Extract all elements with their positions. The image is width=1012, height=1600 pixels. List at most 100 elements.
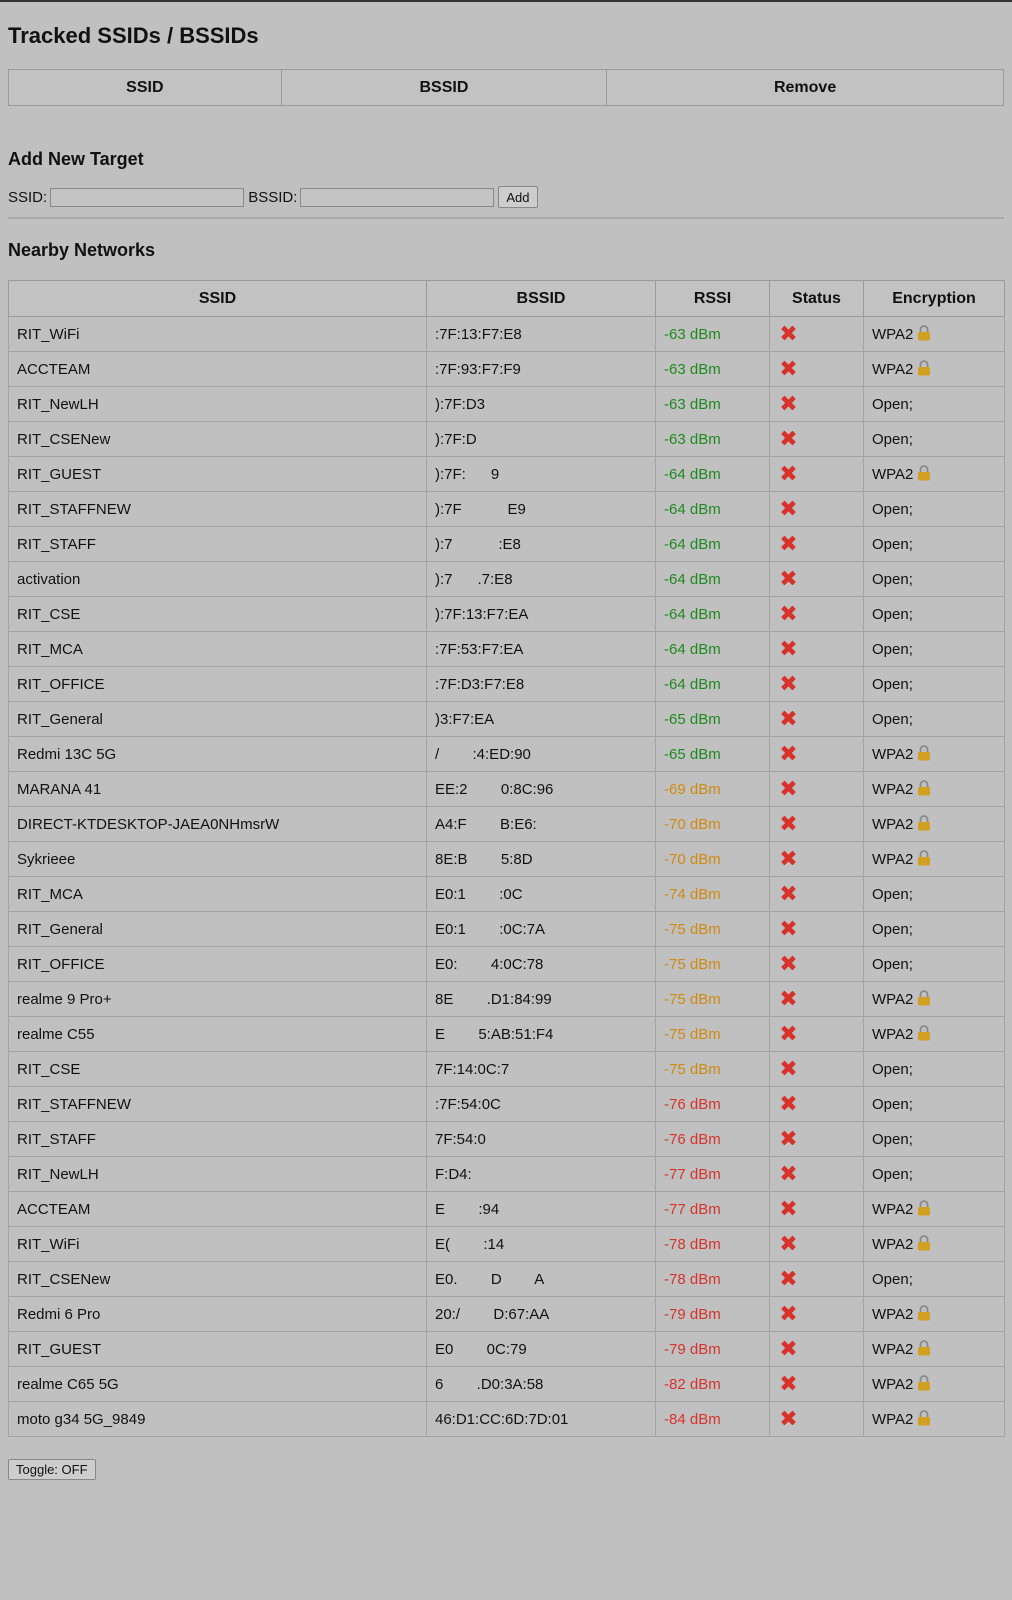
network-ssid: RIT_MCA — [8, 876, 427, 912]
close-x-icon: ✖ — [779, 321, 798, 346]
network-ssid: RIT_WiFi — [8, 1226, 427, 1262]
network-row: RIT_CSENew):7F:D -63 dBm ✖ Open; — [8, 421, 1005, 457]
network-ssid: Redmi 6 Pro — [8, 1296, 427, 1332]
network-encryption: Open; — [863, 1156, 1005, 1192]
network-encryption: WPA2 — [863, 1331, 1005, 1367]
network-row: RIT_WiFi:7F:13:F7:E8 -63 dBm ✖ WPA2 — [8, 316, 1005, 352]
encryption-label: Open; — [872, 710, 913, 728]
encryption-label: WPA2 — [872, 1306, 914, 1323]
encryption-label: WPA2 — [872, 781, 914, 798]
network-status: ✖ — [769, 1156, 864, 1192]
close-x-icon: ✖ — [779, 461, 798, 486]
network-status: ✖ — [769, 771, 864, 807]
tracked-header-bssid: BSSID — [280, 69, 608, 106]
network-encryption: Open; — [863, 631, 1005, 667]
encryption-label: WPA2 — [872, 1376, 914, 1393]
network-encryption: Open; — [863, 946, 1005, 982]
close-x-icon: ✖ — [779, 1231, 798, 1256]
close-x-icon: ✖ — [779, 1371, 798, 1396]
network-row: activation):7 .7:E8 -64 dBm ✖ Open; — [8, 561, 1005, 597]
bssid-input[interactable] — [300, 187, 495, 207]
network-row: RIT_CSE 7F:14:0C:7 -75 dBm ✖ Open; — [8, 1051, 1005, 1087]
network-rssi: -65 dBm — [655, 701, 770, 737]
network-row: ACCTEAM:7F:93:F7:F9 -63 dBm ✖ WPA2 — [8, 351, 1005, 387]
network-bssid: ):7F E9 — [426, 491, 656, 527]
network-ssid: RIT_CSE — [8, 1051, 427, 1087]
network-encryption: Open; — [863, 876, 1005, 912]
close-x-icon: ✖ — [779, 531, 798, 556]
encryption-label: WPA2 — [872, 1341, 914, 1358]
encryption-label: WPA2 — [872, 1026, 914, 1043]
encryption-label: Open; — [872, 675, 913, 693]
encryption-label: Open; — [872, 1165, 913, 1183]
network-rssi: -63 dBm — [655, 316, 770, 352]
network-bssid: 8E .D1:84:99 — [426, 981, 656, 1017]
network-row: RIT_NewLH F:D4: -77 dBm ✖ Open; — [8, 1156, 1005, 1192]
network-rssi: -79 dBm — [655, 1296, 770, 1332]
network-row: RIT_STAFF 7F:54:0 -76 dBm ✖ Open; — [8, 1121, 1005, 1157]
network-ssid: RIT_NewLH — [8, 1156, 427, 1192]
network-ssid: RIT_NewLH — [8, 386, 427, 422]
network-rssi: -65 dBm — [655, 736, 770, 772]
network-encryption: WPA2 — [863, 1366, 1005, 1402]
ssid-input[interactable] — [50, 187, 245, 207]
encryption-label: WPA2 — [872, 1236, 914, 1253]
network-bssid: / :4:ED:90 — [426, 736, 656, 772]
network-status: ✖ — [769, 596, 864, 632]
network-encryption: Open; — [863, 1261, 1005, 1297]
network-rssi: -75 dBm — [655, 911, 770, 947]
network-status: ✖ — [769, 1016, 864, 1052]
network-ssid: Sykrieee — [8, 841, 427, 877]
network-status: ✖ — [769, 1051, 864, 1087]
lock-icon — [918, 325, 931, 341]
lock-icon — [918, 1375, 931, 1391]
network-row: Redmi 6 Pro 20:/ D:67:AA -79 dBm ✖ WPA2 — [8, 1296, 1005, 1332]
encryption-label: WPA2 — [872, 361, 914, 378]
network-status: ✖ — [769, 526, 864, 562]
close-x-icon: ✖ — [779, 601, 798, 626]
network-row: MARANA 41 EE:2 0:8C:96 -69 dBm ✖ WPA2 — [8, 771, 1005, 807]
network-bssid: ):7F:D — [426, 421, 656, 457]
network-bssid: ):7F:13:F7:EA — [426, 596, 656, 632]
toggle-button[interactable]: Toggle: OFF — [8, 1459, 96, 1480]
tracked-table: SSID BSSID Remove — [8, 69, 1004, 106]
close-x-icon: ✖ — [779, 496, 798, 521]
network-rssi: -70 dBm — [655, 806, 770, 842]
nearby-networks-title: Nearby Networks — [8, 240, 156, 260]
network-status: ✖ — [769, 666, 864, 702]
network-row: realme C55 E 5:AB:51:F4 -75 dBm ✖ WPA2 — [8, 1016, 1005, 1052]
close-x-icon: ✖ — [779, 1056, 798, 1081]
network-ssid: realme C55 — [8, 1016, 427, 1052]
lock-icon — [918, 815, 931, 831]
network-encryption: WPA2 — [863, 316, 1005, 352]
lock-icon — [918, 990, 931, 1006]
encryption-label: Open; — [872, 395, 913, 413]
network-rssi: -82 dBm — [655, 1366, 770, 1402]
network-ssid: RIT_STAFFNEW — [8, 1086, 427, 1122]
nearby-networks-table: SSID BSSID RSSI Status Encryption RIT_Wi… — [8, 280, 1005, 1437]
network-rssi: -64 dBm — [655, 561, 770, 597]
network-encryption: WPA2 — [863, 771, 1005, 807]
encryption-label: Open; — [872, 1130, 913, 1148]
network-rssi: -75 dBm — [655, 946, 770, 982]
network-status: ✖ — [769, 841, 864, 877]
add-button[interactable]: Add — [498, 186, 538, 208]
lock-icon — [918, 465, 931, 481]
network-encryption: Open; — [863, 491, 1005, 527]
network-bssid: 8E:B 5:8D — [426, 841, 656, 877]
section-divider — [8, 217, 1004, 219]
close-x-icon: ✖ — [779, 1161, 798, 1186]
network-row: realme 9 Pro+ 8E .D1:84:99 -75 dBm ✖ WPA2 — [8, 981, 1005, 1017]
network-row: DIRECT-KTDESKTOP-JAEA0NHmsrW A4:F B:E6: -7… — [8, 806, 1005, 842]
network-encryption: Open; — [863, 596, 1005, 632]
network-encryption: WPA2 — [863, 1296, 1005, 1332]
network-ssid: RIT_OFFICE — [8, 666, 427, 702]
page-title: Tracked SSIDs / BSSIDs — [8, 23, 259, 48]
network-rssi: -76 dBm — [655, 1086, 770, 1122]
network-row: RIT_NewLH):7F:D3 -63 dBm ✖ Open; — [8, 386, 1005, 422]
lock-icon — [918, 1025, 931, 1041]
network-rssi: -64 dBm — [655, 491, 770, 527]
network-row: RIT_STAFFNEW):7F E9 -64 dBm ✖ Open; — [8, 491, 1005, 527]
network-rssi: -69 dBm — [655, 771, 770, 807]
network-encryption: WPA2 — [863, 841, 1005, 877]
